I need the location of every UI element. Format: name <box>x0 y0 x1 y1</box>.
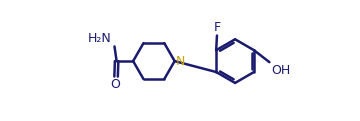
Text: OH: OH <box>271 64 290 76</box>
Text: N: N <box>176 55 185 68</box>
Text: F: F <box>213 21 221 34</box>
Text: H₂N: H₂N <box>87 32 111 45</box>
Text: O: O <box>110 78 120 91</box>
